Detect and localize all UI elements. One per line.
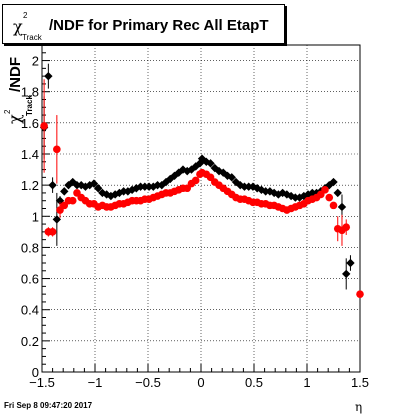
data-point (342, 223, 351, 231)
data-point (85, 180, 94, 190)
data-point (77, 180, 86, 190)
title-superscript: 2 (23, 11, 28, 20)
series (39, 63, 364, 298)
data-point (60, 187, 69, 196)
y-axis-label-sup: 2 (3, 109, 12, 114)
x-tick-label: 1 (303, 375, 310, 390)
title-chi: χ (13, 17, 23, 36)
data-point (210, 163, 219, 173)
y-tick-label: 0.2 (21, 334, 39, 349)
y-tick-label: 0.8 (21, 240, 39, 255)
data-point (44, 71, 53, 81)
data-point (93, 184, 103, 193)
data-point (303, 190, 313, 199)
data-point (261, 187, 270, 196)
data-point (342, 269, 351, 279)
data-point (240, 182, 249, 191)
y-tick-label: 1.2 (21, 178, 39, 193)
data-point (321, 186, 329, 194)
title-text: /NDF for Primary Rec All EtapT (49, 17, 269, 34)
series-black (39, 63, 355, 290)
data-point (48, 228, 57, 236)
series-red (40, 79, 364, 298)
data-point (52, 215, 62, 224)
data-point (68, 196, 77, 205)
data-point (153, 180, 162, 190)
data-point (55, 196, 65, 205)
y-tick-label: 0 (32, 365, 39, 380)
data-point (191, 176, 200, 185)
data-point (252, 184, 262, 193)
x-tick-label: 0.5 (245, 375, 263, 390)
x-tick-label: −1 (88, 375, 103, 390)
x-axis-label: η (355, 400, 362, 414)
x-tick-label: −1.5 (29, 375, 55, 390)
data-point (157, 180, 166, 190)
data-point (227, 173, 236, 182)
data-point (265, 187, 275, 196)
data-point (68, 177, 77, 187)
data-point (48, 180, 57, 190)
data-point (72, 180, 82, 190)
y-axis-label: χ 2 Track /NDF (3, 57, 34, 124)
y-axis-label-text: /NDF (7, 57, 24, 92)
data-point (356, 290, 364, 298)
x-tick-label: −0.5 (135, 375, 161, 390)
data-point (64, 180, 73, 190)
data-point (282, 190, 292, 199)
y-tick-label: 1.8 (21, 85, 39, 100)
x-tick-label: 0 (197, 375, 204, 390)
axes: −1.5 −1 −0.5 0 0.5 1 1.5 0 0.2 0.4 0.6 0.8 1 1.2 1.4 1.… (21, 44, 369, 390)
data-point (144, 182, 154, 191)
data-point (102, 190, 111, 199)
data-point (333, 188, 342, 198)
plot-area (41, 44, 361, 373)
data-point (236, 180, 245, 190)
data-point (119, 187, 128, 196)
data-point (40, 122, 48, 130)
y-tick-label: 2 (32, 54, 39, 69)
timestamp: Fri Sep 8 09:47:20 2017 (4, 401, 93, 410)
chart-title: χ 2 Track /NDF for Primary Rec All EtapT (2, 4, 285, 44)
y-tick-label: 1.6 (21, 116, 39, 131)
data-point (136, 182, 145, 191)
data-point (183, 166, 192, 176)
data-point (140, 182, 150, 191)
data-point (206, 159, 215, 168)
y-axis-label-chi: χ (5, 114, 24, 124)
data-point (325, 193, 334, 202)
data-point (346, 258, 355, 268)
title-subscript: Track (22, 33, 42, 42)
x-tick-label: 1.5 (351, 375, 369, 390)
data-point (291, 193, 300, 202)
data-point (89, 179, 99, 188)
data-point (244, 182, 253, 191)
y-tick-label: 0.4 (21, 303, 39, 318)
data-point (53, 145, 61, 154)
data-point (132, 184, 141, 193)
data-point (110, 190, 120, 199)
y-tick-label: 1 (32, 209, 39, 224)
data-point (337, 202, 347, 212)
y-tick-label: 0.6 (21, 272, 39, 287)
data-point (329, 201, 338, 210)
y-tick-label: 1.4 (21, 147, 39, 162)
data-point (329, 177, 338, 187)
y-axis-label-sub: Track (25, 95, 34, 116)
